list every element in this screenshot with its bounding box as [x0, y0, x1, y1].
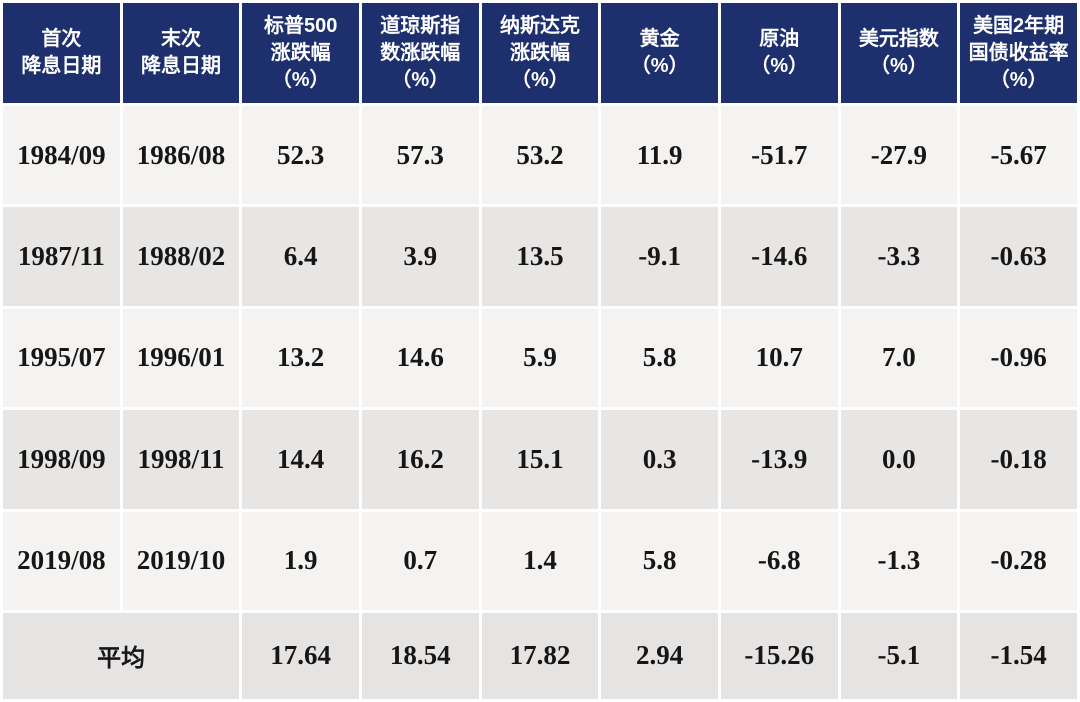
cell-dow: 14.6 — [361, 308, 479, 408]
cell-2y-yield: -0.28 — [960, 511, 1077, 610]
col-header-us-2y-treasury-yield: 美国2年期 国债收益率 （%） — [960, 3, 1077, 103]
cell-nasdaq: 53.2 — [481, 106, 599, 205]
col-header-sp500-change: 标普500 涨跌幅 （%） — [242, 3, 359, 103]
cell-nasdaq: 1.4 — [481, 511, 599, 610]
cell-2y-yield: -0.96 — [960, 308, 1077, 408]
col-header-last-cut-date: 末次 降息日期 — [122, 3, 240, 103]
cell-oil: -51.7 — [720, 106, 838, 205]
cell-dow: 0.7 — [361, 511, 479, 610]
cell-dollar-index: -27.9 — [840, 106, 958, 205]
table-row-2019: 2019/08 2019/10 1.9 0.7 1.4 5.8 -6.8 -1.… — [3, 511, 1077, 610]
cell-dollar-index: 7.0 — [840, 308, 958, 408]
cell-sp500: 52.3 — [242, 106, 359, 205]
cell-nasdaq: 15.1 — [481, 410, 599, 509]
col-header-crude-oil: 原油 （%） — [720, 3, 838, 103]
table-row-1984: 1984/09 1986/08 52.3 57.3 53.2 11.9 -51.… — [3, 106, 1077, 205]
cell-gold: 0.3 — [601, 410, 718, 509]
header-row: 首次 降息日期 末次 降息日期 标普500 涨跌幅 （%） 道琼斯指 数涨跌幅 … — [3, 3, 1077, 103]
col-header-dollar-index: 美元指数 （%） — [840, 3, 958, 103]
cell-sp500: 6.4 — [242, 207, 359, 306]
cell-2y-yield: -0.63 — [960, 207, 1077, 306]
cell-oil: -6.8 — [720, 511, 838, 610]
cell-gold: 5.8 — [601, 308, 718, 408]
cell-last-cut-date: 2019/10 — [122, 511, 240, 610]
avg-nasdaq: 17.82 — [481, 612, 599, 699]
table-row-1987: 1987/11 1988/02 6.4 3.9 13.5 -9.1 -14.6 … — [3, 207, 1077, 306]
avg-sp500: 17.64 — [242, 612, 359, 699]
average-label: 平均 — [3, 612, 240, 699]
avg-2y-yield: -1.54 — [960, 612, 1077, 699]
col-header-gold: 黄金 （%） — [601, 3, 718, 103]
avg-oil: -15.26 — [720, 612, 838, 699]
col-header-first-cut-date: 首次 降息日期 — [3, 3, 120, 103]
avg-gold: 2.94 — [601, 612, 718, 699]
cell-first-cut-date: 1995/07 — [3, 308, 120, 408]
table-header: 首次 降息日期 末次 降息日期 标普500 涨跌幅 （%） 道琼斯指 数涨跌幅 … — [3, 3, 1077, 103]
cell-dollar-index: -1.3 — [840, 511, 958, 610]
cell-last-cut-date: 1996/01 — [122, 308, 240, 408]
cell-last-cut-date: 1988/02 — [122, 207, 240, 306]
col-header-nasdaq-change: 纳斯达克 涨跌幅 （%） — [481, 3, 599, 103]
avg-dow: 18.54 — [361, 612, 479, 699]
cell-oil: -13.9 — [720, 410, 838, 509]
cell-first-cut-date: 2019/08 — [3, 511, 120, 610]
cell-dow: 16.2 — [361, 410, 479, 509]
cell-sp500: 1.9 — [242, 511, 359, 610]
cell-dow: 57.3 — [361, 106, 479, 205]
cell-first-cut-date: 1987/11 — [3, 207, 120, 306]
cell-dow: 3.9 — [361, 207, 479, 306]
cell-oil: -14.6 — [720, 207, 838, 306]
cell-sp500: 14.4 — [242, 410, 359, 509]
cell-2y-yield: -0.18 — [960, 410, 1077, 509]
cell-last-cut-date: 1986/08 — [122, 106, 240, 205]
cell-2y-yield: -5.67 — [960, 106, 1077, 205]
cell-gold: -9.1 — [601, 207, 718, 306]
cell-nasdaq: 13.5 — [481, 207, 599, 306]
cell-first-cut-date: 1984/09 — [3, 106, 120, 205]
table-row-1995: 1995/07 1996/01 13.2 14.6 5.9 5.8 10.7 7… — [3, 308, 1077, 408]
cell-gold: 11.9 — [601, 106, 718, 205]
cell-nasdaq: 5.9 — [481, 308, 599, 408]
avg-dollar-index: -5.1 — [840, 612, 958, 699]
col-header-dow-jones-change: 道琼斯指 数涨跌幅 （%） — [361, 3, 479, 103]
cell-oil: 10.7 — [720, 308, 838, 408]
cell-dollar-index: -3.3 — [840, 207, 958, 306]
cell-gold: 5.8 — [601, 511, 718, 610]
table-body: 1984/09 1986/08 52.3 57.3 53.2 11.9 -51.… — [3, 106, 1077, 699]
table-row-1998: 1998/09 1998/11 14.4 16.2 15.1 0.3 -13.9… — [3, 410, 1077, 509]
table-row-average: 平均 17.64 18.54 17.82 2.94 -15.26 -5.1 -1… — [3, 612, 1077, 699]
cell-last-cut-date: 1998/11 — [122, 410, 240, 509]
cell-first-cut-date: 1998/09 — [3, 410, 120, 509]
cell-sp500: 13.2 — [242, 308, 359, 408]
cell-dollar-index: 0.0 — [840, 410, 958, 509]
